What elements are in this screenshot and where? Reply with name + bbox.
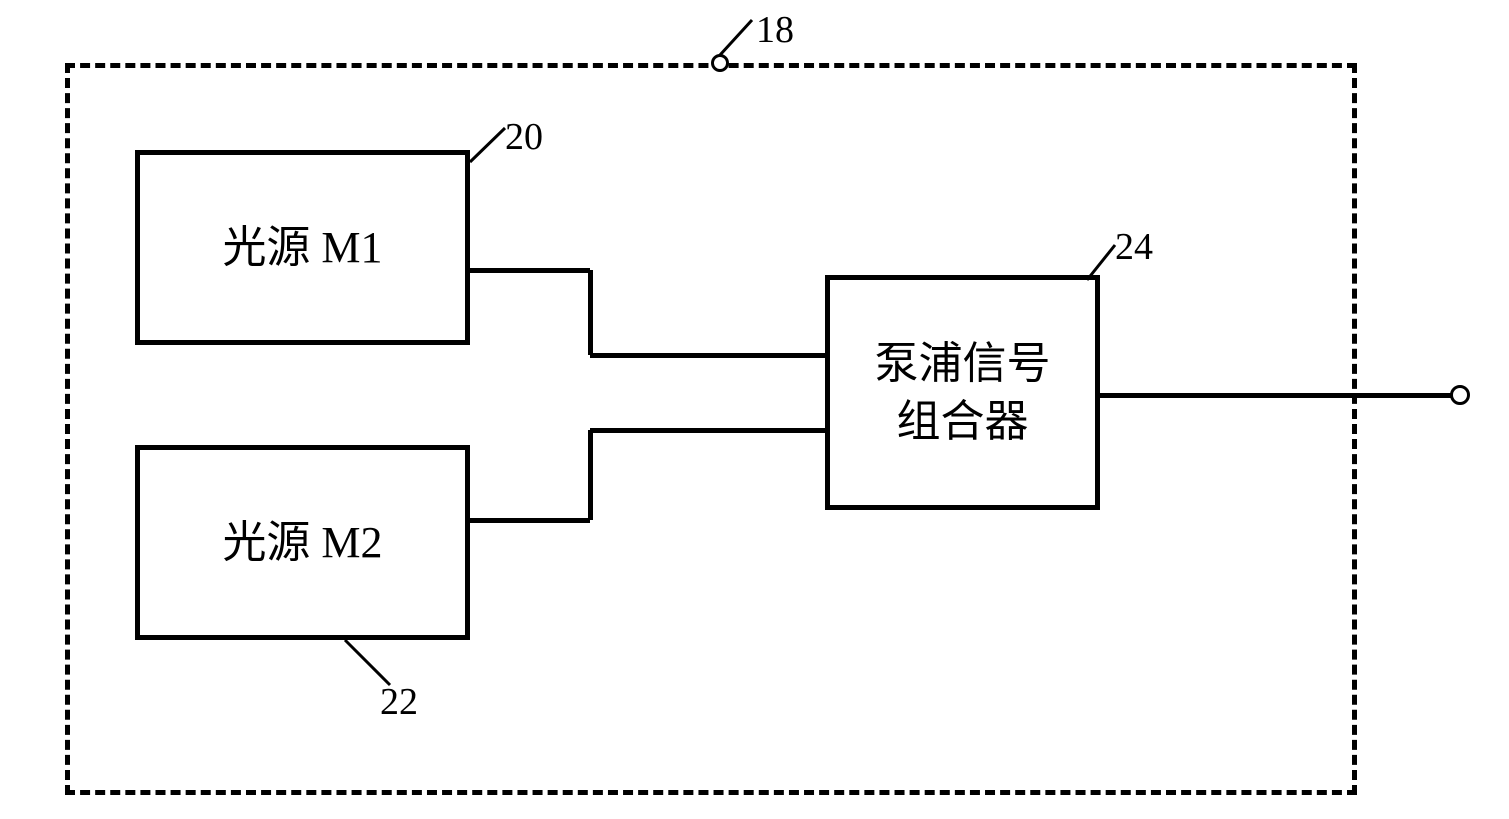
edge-output xyxy=(1100,393,1460,398)
combiner-label-line1: 泵浦信号 xyxy=(875,339,1051,388)
callout-20: 20 xyxy=(505,115,543,159)
edge-bottom-to-combiner xyxy=(590,428,825,433)
callout-18: 18 xyxy=(756,8,794,52)
edge-m1-vertical xyxy=(588,270,593,355)
callout-24: 24 xyxy=(1115,225,1153,269)
pump-signal-combiner-box: 泵浦信号 组合器 xyxy=(825,275,1100,510)
output-port-circle xyxy=(1450,385,1470,405)
edge-top-to-combiner xyxy=(590,353,825,358)
callout-22: 22 xyxy=(380,680,418,724)
light-source-m2-label: 光源 M2 xyxy=(222,514,382,571)
diagram-canvas: 光源 M1 光源 M2 泵浦信号 组合器 18 20 22 24 xyxy=(0,0,1509,819)
light-source-m1-box: 光源 M1 xyxy=(135,150,470,345)
edge-m1-horizontal xyxy=(470,268,590,273)
combiner-label-line2: 组合器 xyxy=(897,397,1029,446)
pump-signal-combiner-label: 泵浦信号 组合器 xyxy=(875,335,1051,449)
edge-m2-horizontal xyxy=(470,518,590,523)
light-source-m1-label: 光源 M1 xyxy=(222,219,382,276)
leader-18 xyxy=(720,20,752,55)
container-port-circle xyxy=(711,54,729,72)
light-source-m2-box: 光源 M2 xyxy=(135,445,470,640)
edge-m2-vertical xyxy=(588,430,593,520)
